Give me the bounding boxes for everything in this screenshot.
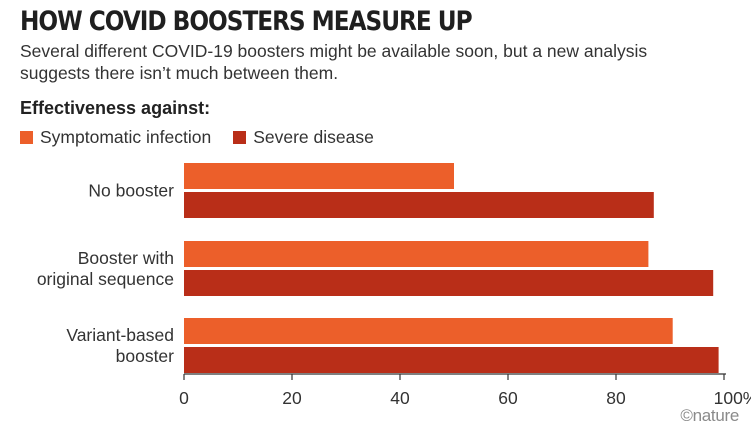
x-tick-label-3: 60: [498, 388, 518, 408]
category-label-3-line-1: Variant-based: [66, 325, 174, 345]
legend-item-severe: Severe disease: [233, 127, 374, 148]
legend-label-symptomatic: Symptomatic infection: [40, 126, 212, 147]
bar-severe-1: [184, 192, 654, 218]
bar-severe-3: [184, 347, 719, 373]
legend-swatch-symptomatic: [20, 130, 33, 144]
x-tick-label-2: 40: [390, 388, 410, 408]
x-tick-label-5: 100%: [714, 388, 751, 408]
x-tick-label-1: 20: [282, 388, 302, 408]
nature-credit: ©nature: [680, 406, 739, 425]
bar-symptomatic-3: [184, 318, 673, 344]
x-tick-label-4: 80: [606, 388, 626, 408]
legend: Symptomatic infection Severe disease: [20, 126, 396, 148]
category-label-2-line-1: Booster with: [78, 248, 174, 268]
category-label-3-line-2: booster: [116, 346, 175, 366]
chart-title: HOW COVID BOOSTERS MEASURE UP: [20, 6, 473, 37]
legend-item-symptomatic: Symptomatic infection: [20, 127, 211, 148]
bar-symptomatic-2: [184, 241, 649, 267]
x-tick-label-0: 0: [179, 388, 189, 408]
legend-heading: Effectiveness against:: [20, 98, 211, 118]
legend-label-severe: Severe disease: [253, 126, 374, 147]
bar-severe-2: [184, 270, 714, 296]
category-label-2-line-2: original sequence: [37, 269, 174, 289]
chart-subtitle: Several different COVID-19 boosters migh…: [20, 41, 648, 83]
category-label-1-line-1: No booster: [88, 181, 174, 201]
legend-swatch-severe: [233, 130, 247, 144]
bar-symptomatic-1: [184, 163, 454, 189]
